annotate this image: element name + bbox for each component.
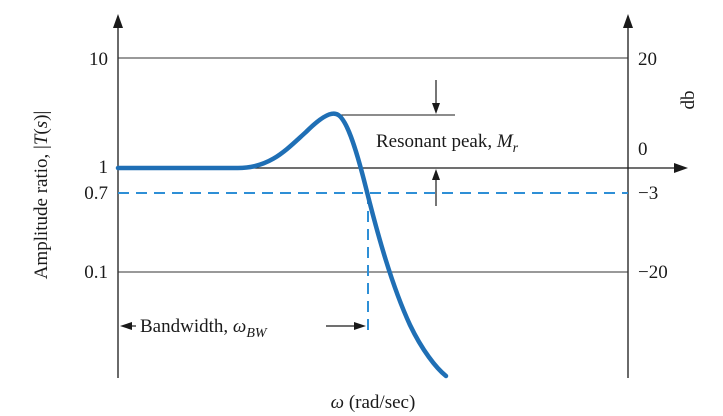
bandwidth-subscript: BW [246, 326, 268, 341]
left-tick-1: 1 [99, 157, 109, 178]
x-axis-label: ω (rad/sec) [331, 392, 416, 413]
bandwidth-text: Bandwidth, [140, 316, 233, 337]
resonant-peak-subscript: r [513, 141, 519, 156]
left-tick-10: 10 [89, 49, 108, 70]
bandwidth-arrowhead-left [120, 322, 132, 330]
right-y-axis-arrowhead [623, 14, 633, 28]
right-tick-minus-3: −3 [638, 183, 658, 204]
right-tick-0: 0 [638, 139, 648, 160]
resonant-peak-symbol: M [496, 131, 514, 152]
left-axis-label-main: Amplitude ratio, | [31, 145, 52, 279]
bandwidth-label: Bandwidth, ωBW [140, 316, 268, 341]
resonant-peak-text: Resonant peak, [376, 131, 497, 152]
left-tick-0.1: 0.1 [84, 262, 108, 283]
left-axis-label-end: )| [31, 111, 52, 121]
left-y-axis-arrowhead [113, 14, 123, 28]
resonant-peak-arrowhead-up [432, 169, 440, 180]
frequency-response-curve [115, 111, 449, 379]
x-axis-label-unit: (rad/sec) [344, 392, 415, 413]
right-axis-label: db [678, 91, 699, 110]
left-axis-label-var: T [31, 133, 52, 145]
right-tick-minus-20: −20 [638, 262, 668, 283]
bandwidth-symbol: ω [233, 316, 246, 337]
x-axis-label-omega: ω [331, 392, 344, 413]
left-axis-label-s: s [31, 121, 52, 128]
x-axis-arrowhead [674, 163, 688, 173]
bandwidth-arrowhead-right [354, 322, 366, 330]
left-axis-label: Amplitude ratio, |T(s)| [31, 111, 52, 280]
resonant-peak-arrowhead-down [432, 103, 440, 114]
resonant-peak-label: Resonant peak, Mr [376, 131, 519, 156]
left-axis-label-paren: ( [31, 128, 52, 134]
left-tick-0.7: 0.7 [84, 183, 108, 204]
right-tick-20: 20 [638, 49, 657, 70]
